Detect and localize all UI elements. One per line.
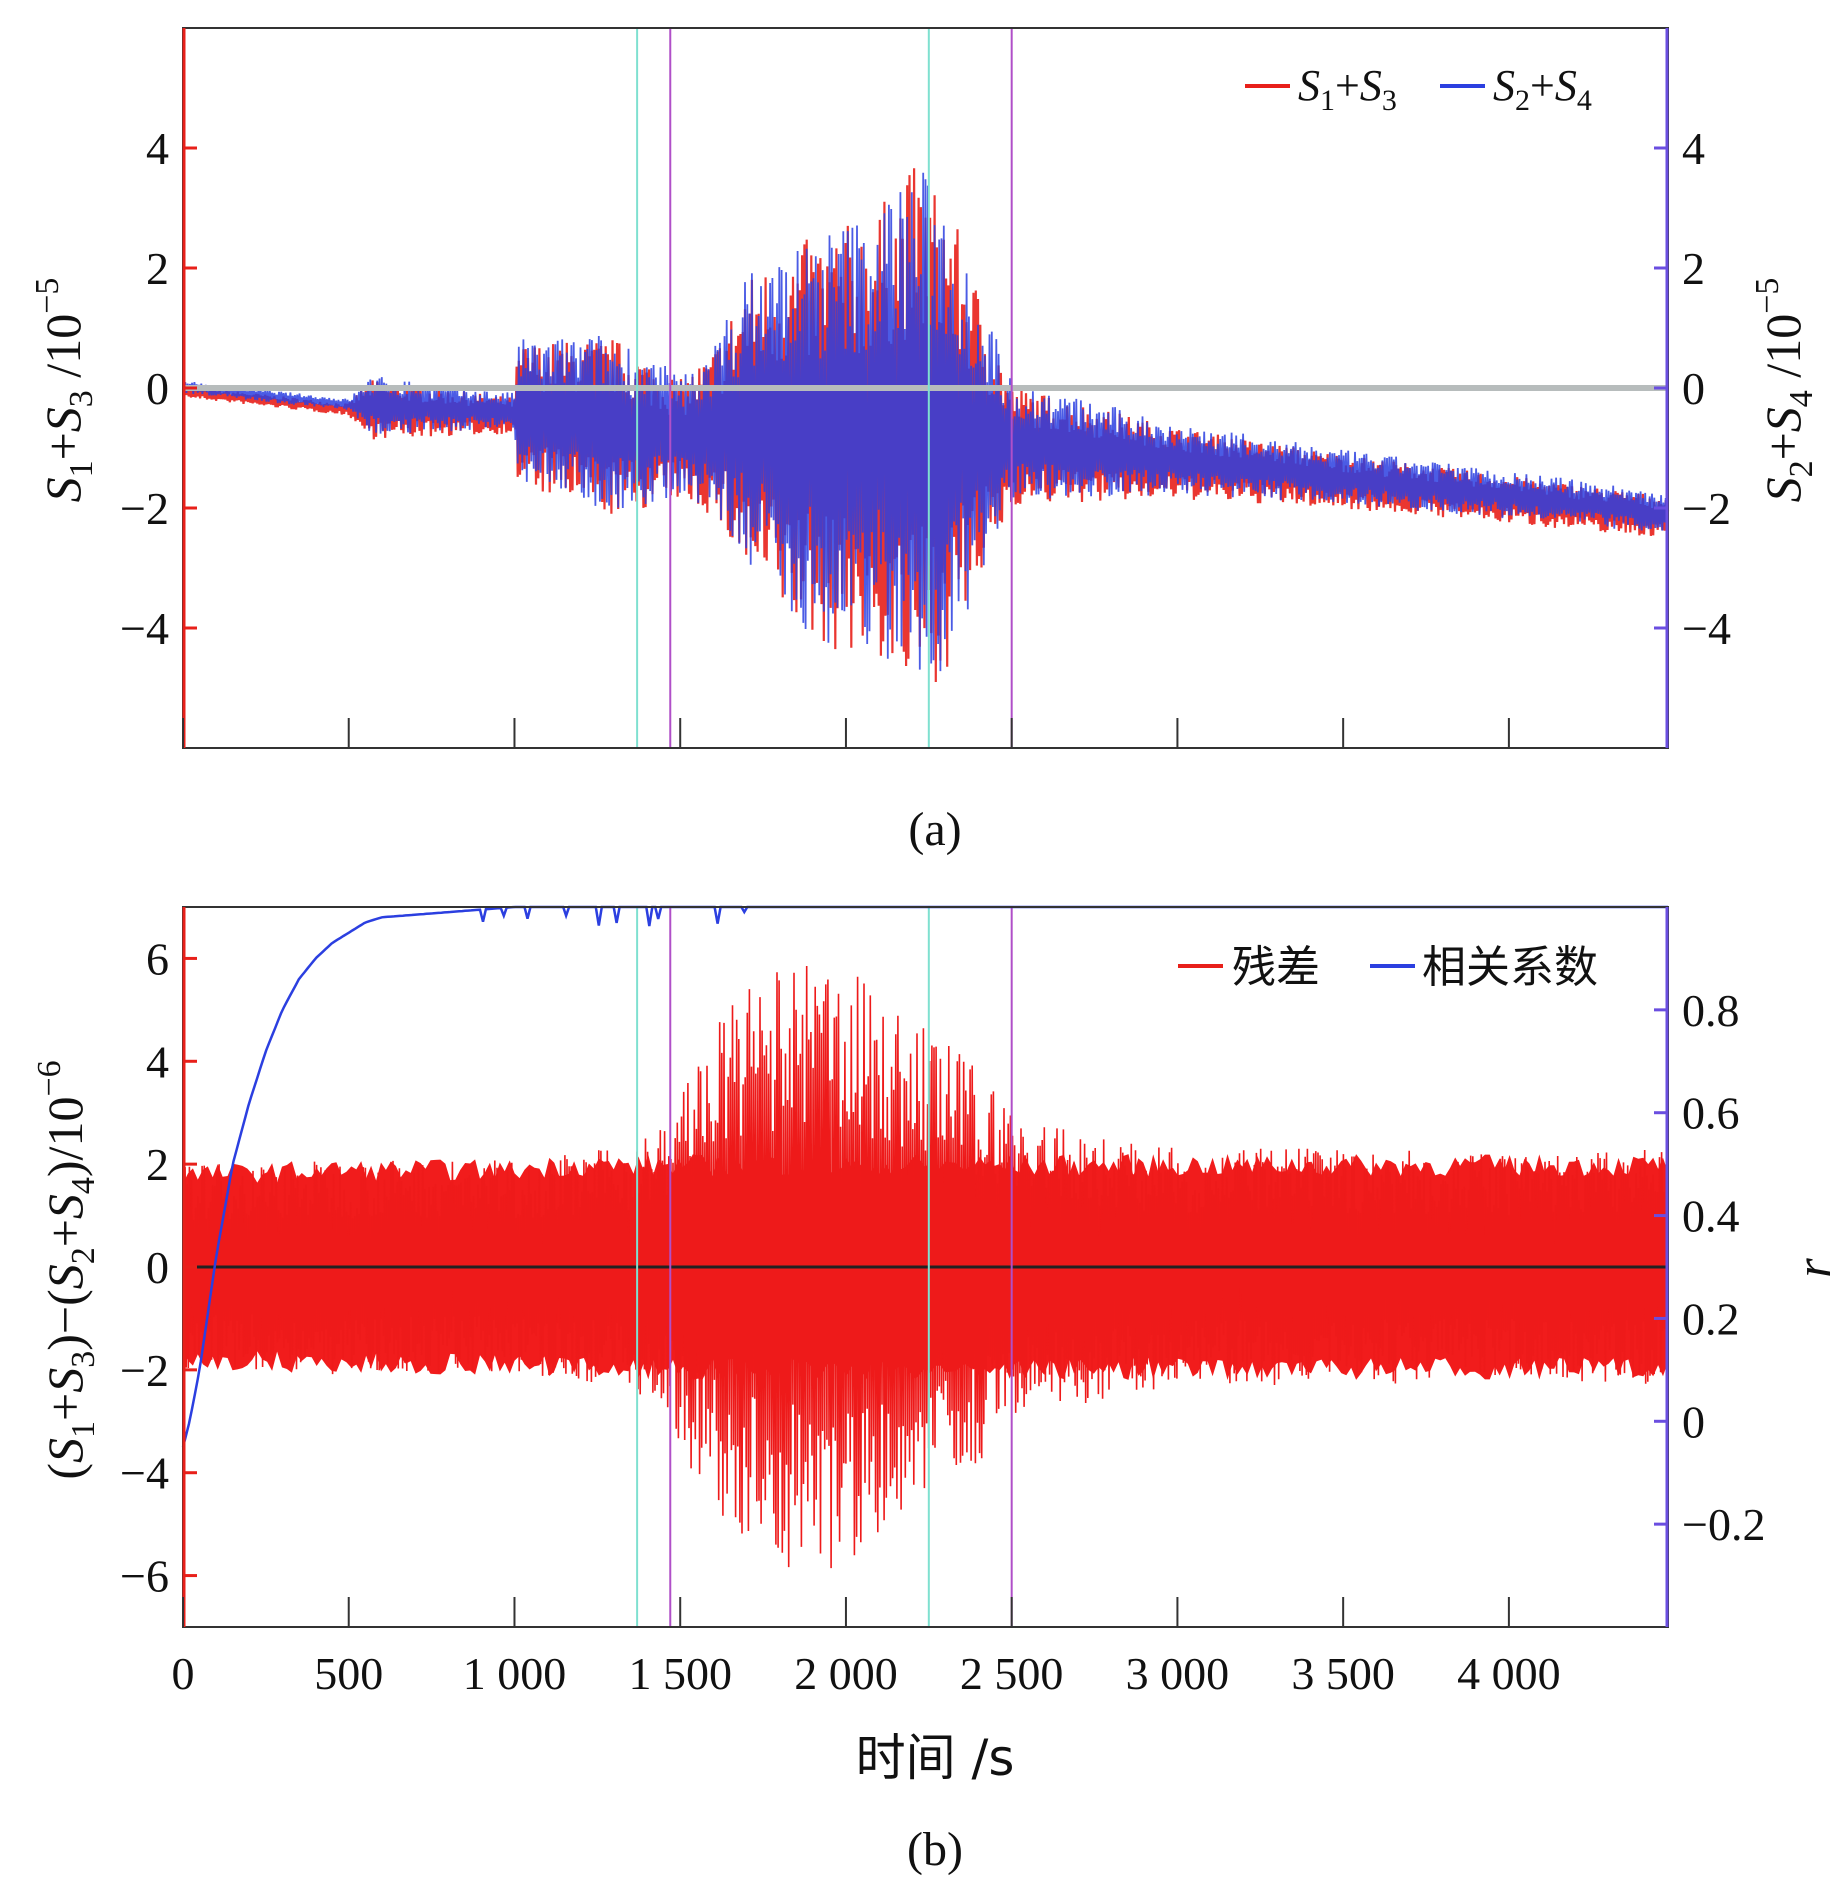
panel-b-right-tick-label: 0.8 xyxy=(1682,985,1740,1036)
panel-a-caption: (a) xyxy=(908,803,961,856)
panel-b-right-ylabel: r xyxy=(1785,1258,1841,1278)
residual-line xyxy=(182,965,1669,1569)
series-s2s4-line xyxy=(182,172,1669,672)
panel-a-left-ylabel: S1+S3 /10−5 xyxy=(29,278,100,503)
panel-a-legend: S1+S3 S2+S4 xyxy=(1245,61,1592,117)
panel-b-right-tick-label: 0 xyxy=(1682,1396,1705,1447)
panel-b-legend: 残差 相关系数 xyxy=(1178,942,1598,993)
panel-a-right-tick-label: −2 xyxy=(1682,483,1731,534)
panel-b-left-ticks: 6 4 2 0 −2 −4 −6 xyxy=(120,933,197,1602)
panel-a-right-tick-label: 0 xyxy=(1682,363,1705,414)
panel-b-right-ticks: 0.8 0.6 0.4 0.2 0 −0.2 xyxy=(1654,985,1765,1550)
panel-b-xtick-label: 1 500 xyxy=(628,1648,732,1699)
panel-a-x-ticks xyxy=(182,718,1510,748)
panel-a: 420−2−4 420−2−4 S1+S3 /10−5 S2+S4 /10−5 … xyxy=(29,27,1820,856)
panel-b-left-tick-label: 0 xyxy=(146,1242,169,1293)
panel-b-x-ticks: 0 500 1 000 1 500 2 000 2 500 3 000 3 500 4 000 xyxy=(172,1597,1561,1699)
panel-b-right-tick-label: −0.2 xyxy=(1682,1499,1765,1550)
panel-b-right-tick-label: 0.6 xyxy=(1682,1088,1740,1139)
panel-b-xtick-label: 1 000 xyxy=(463,1648,567,1699)
panel-a-right-ylabel: S2+S4 /10−5 xyxy=(1749,278,1820,503)
panel-b-right-tick-label: 0.2 xyxy=(1682,1293,1740,1344)
panel-a-left-ticks: 4 2 0 −2 −4 xyxy=(120,123,197,654)
legend-label-residual: 残差 xyxy=(1232,942,1320,993)
legend-label-correlation: 相关系数 xyxy=(1422,942,1598,993)
panel-a-right-ticks: 4 2 0 −2 −4 xyxy=(1654,123,1731,654)
panel-b: 0 500 1 000 1 500 2 000 2 500 3 000 3 500 4 000 … xyxy=(31,905,1841,1876)
panel-b-right-tick-label: 0.4 xyxy=(1682,1191,1740,1242)
panel-b-xtick-label: 3 500 xyxy=(1291,1648,1395,1699)
panel-b-left-tick-label: 6 xyxy=(146,933,169,984)
panel-b-xtick-label: 4 000 xyxy=(1457,1648,1561,1699)
panel-b-left-tick-label: −2 xyxy=(120,1345,169,1396)
panel-b-left-tick-label: −6 xyxy=(120,1551,169,1602)
panel-a-left-tick-label: 2 xyxy=(146,243,169,294)
panel-a-right-tick-label: −4 xyxy=(1682,603,1731,654)
panel-b-xtick-label: 3 000 xyxy=(1126,1648,1230,1699)
panel-b-left-ylabel: (S1+S3)−(S2+S4)/10−6 xyxy=(31,1060,102,1479)
panel-a-signals xyxy=(181,168,1670,683)
panel-b-left-tick-label: 4 xyxy=(146,1036,169,1087)
legend-label-s1s3: S1+S3 xyxy=(1298,61,1397,117)
panel-b-xtick-label: 2 500 xyxy=(960,1648,1064,1699)
panel-b-markers xyxy=(636,907,1013,1627)
panel-a-right-tick-label: 2 xyxy=(1682,243,1705,294)
panel-b-xlabel: 时间 /s xyxy=(856,1729,1015,1787)
panel-a-left-tick-label: −4 xyxy=(120,603,169,654)
panel-b-left-tick-label: 2 xyxy=(146,1139,169,1190)
panel-a-left-tick-label: 0 xyxy=(146,363,169,414)
panel-a-right-tick-label: 4 xyxy=(1682,123,1705,174)
panel-b-left-tick-label: −4 xyxy=(120,1448,169,1499)
panel-b-xtick-label: 500 xyxy=(314,1648,383,1699)
panel-a-left-tick-label: −2 xyxy=(120,483,169,534)
panel-a-left-tick-label: 4 xyxy=(146,123,169,174)
panel-b-caption: (b) xyxy=(907,1823,963,1876)
panel-b-xtick-label: 2 000 xyxy=(794,1648,898,1699)
panel-a-markers xyxy=(636,28,1013,748)
legend-label-s2s4: S2+S4 xyxy=(1493,61,1592,117)
panel-b-xtick-label: 0 xyxy=(172,1648,195,1699)
